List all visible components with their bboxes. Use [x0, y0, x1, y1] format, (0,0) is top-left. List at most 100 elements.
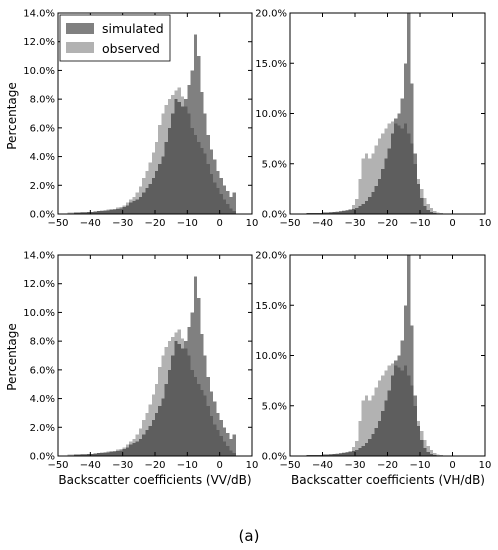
bar-observed-top-left-17 — [112, 208, 117, 210]
bar-overlap-bottom-left-29 — [151, 420, 155, 456]
bar-overlap-top-right-27 — [377, 178, 381, 214]
bar-observed-bottom-left-18 — [116, 449, 120, 451]
bar-observed-top-right-24 — [368, 158, 372, 197]
y-tick-label-bottom-left-4: 8.0% — [30, 337, 55, 348]
bar-overlap-bottom-left-53 — [229, 450, 233, 456]
bar-observed-top-left-11 — [93, 211, 97, 212]
bar-observed-bottom-left-33 — [164, 346, 168, 385]
bar-overlap-bottom-left-40 — [187, 355, 191, 456]
bar-simulated-top-left-47 — [209, 149, 214, 174]
bar-observed-bottom-left-30 — [155, 384, 159, 413]
bar-observed-top-right-42 — [426, 203, 430, 210]
bar-observed-top-right-18 — [348, 208, 352, 210]
bar-observed-top-right-30 — [387, 123, 391, 149]
bar-overlap-top-right-39 — [416, 183, 420, 214]
bar-overlap-top-right-12 — [329, 212, 333, 214]
bar-simulated-bottom-right-34 — [400, 340, 404, 371]
bar-overlap-bottom-right-40 — [420, 439, 424, 456]
bar-overlap-bottom-right-7 — [312, 454, 316, 456]
bar-observed-bottom-left-15 — [106, 451, 110, 453]
bar-overlap-top-right-30 — [387, 148, 391, 214]
bar-simulated-top-left-44 — [200, 91, 204, 148]
bar-observed-bottom-left-25 — [138, 428, 143, 439]
bar-simulated-bottom-left-43 — [197, 298, 201, 385]
bar-simulated-top-left-40 — [187, 84, 191, 114]
bar-observed-bottom-left-22 — [129, 441, 133, 445]
x-tick-label-bottom-right-3: −20 — [377, 460, 398, 471]
bar-overlap-top-right-34 — [400, 128, 404, 214]
bar-overlap-bottom-right-44 — [433, 454, 437, 456]
bar-overlap-bottom-left-32 — [161, 398, 165, 456]
x-tick-label-bottom-right-2: −30 — [344, 460, 365, 471]
bar-observed-top-right-16 — [342, 210, 346, 211]
bar-observed-bottom-left-34 — [167, 341, 172, 370]
figure-caption: (a) — [239, 527, 260, 545]
bar-simulated-top-left-52 — [226, 191, 230, 204]
y-tick-label-bottom-right-0: 0.0% — [262, 452, 287, 463]
bar-overlap-top-left-17 — [112, 209, 117, 214]
bar-overlap-bottom-left-35 — [171, 355, 175, 456]
bar-overlap-bottom-right-5 — [306, 454, 310, 456]
legend-frame — [59, 14, 171, 62]
bar-overlap-top-right-44 — [433, 212, 437, 214]
bar-observed-bottom-right-46 — [439, 454, 443, 456]
bar-overlap-top-left-44 — [200, 147, 204, 214]
bar-overlap-bottom-right-43 — [429, 453, 433, 456]
bar-overlap-top-right-9 — [319, 212, 323, 214]
bar-overlap-bottom-left-24 — [135, 441, 139, 456]
bar-overlap-top-right-35 — [403, 123, 407, 214]
bar-overlap-top-right-18 — [348, 209, 352, 214]
bar-overlap-bottom-left-38 — [180, 348, 185, 456]
bar-overlap-bottom-right-41 — [423, 447, 427, 456]
bar-observed-bottom-left-28 — [148, 404, 152, 426]
y-tick-label-top-right-4: 20.0% — [255, 9, 287, 20]
y-tick-label-bottom-right-3: 15.0% — [255, 301, 287, 312]
bar-overlap-bottom-left-28 — [148, 425, 152, 456]
bar-overlap-bottom-left-16 — [109, 451, 113, 456]
bar-observed-top-left-36 — [174, 90, 178, 100]
bar-observed-top-left-26 — [142, 178, 146, 193]
bar-overlap-top-left-8 — [83, 212, 88, 214]
x-tick-label-bottom-right-5: 0 — [449, 460, 455, 471]
bar-overlap-top-right-14 — [335, 211, 339, 214]
bar-observed-bottom-right-27 — [377, 380, 381, 421]
bar-observed-bottom-left-7 — [80, 453, 84, 455]
bar-observed-top-right-17 — [345, 209, 349, 211]
bar-observed-bottom-right-41 — [423, 439, 427, 448]
bar-overlap-top-left-25 — [138, 196, 143, 214]
bar-overlap-top-right-15 — [338, 211, 342, 214]
x-tick-label-top-right-5: 0 — [449, 218, 455, 229]
bar-overlap-top-left-53 — [229, 208, 233, 214]
bar-overlap-bottom-right-25 — [371, 433, 375, 456]
bar-observed-bottom-left-20 — [122, 447, 126, 449]
bar-overlap-top-right-23 — [364, 200, 368, 214]
bar-overlap-top-left-32 — [161, 156, 165, 214]
legend-label-simulated: simulated — [102, 21, 164, 36]
bar-observed-top-right-26 — [374, 145, 378, 186]
bar-observed-bottom-left-21 — [125, 444, 130, 448]
legend-swatch-simulated — [66, 23, 94, 34]
bar-simulated-bottom-left-53 — [229, 438, 233, 451]
bar-overlap-top-right-36 — [407, 133, 411, 214]
bar-observed-top-left-7 — [80, 211, 84, 213]
bar-observed-bottom-left-17 — [112, 450, 117, 452]
bar-simulated-bottom-left-42 — [193, 276, 198, 378]
bar-observed-bottom-right-16 — [342, 452, 346, 453]
bar-overlap-top-right-5 — [306, 212, 310, 214]
x-axis-label-vv: Backscatter coefficients (VV/dB) — [58, 473, 251, 487]
bar-observed-top-left-28 — [148, 162, 152, 184]
bar-overlap-bottom-right-20 — [355, 449, 359, 456]
bar-simulated-bottom-left-49 — [216, 412, 220, 431]
bar-overlap-bottom-right-23 — [364, 442, 368, 456]
bar-overlap-bottom-left-33 — [164, 384, 168, 456]
bar-overlap-bottom-right-35 — [403, 365, 407, 456]
bar-overlap-bottom-left-5 — [74, 454, 78, 456]
bar-overlap-top-left-41 — [190, 127, 194, 214]
bar-overlap-bottom-right-32 — [394, 365, 398, 456]
bar-observed-top-right-23 — [364, 153, 368, 201]
bar-overlap-top-left-27 — [145, 188, 149, 214]
bar-observed-top-right-27 — [377, 138, 381, 179]
x-tick-label-bottom-left-6: 10 — [246, 460, 259, 471]
bar-observed-top-left-29 — [151, 152, 155, 179]
bar-observed-top-left-15 — [106, 209, 110, 211]
